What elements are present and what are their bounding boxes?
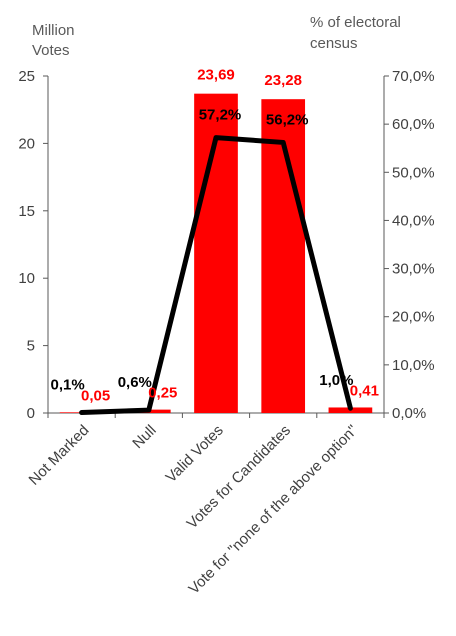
right-tick-label: 40,0% — [392, 212, 435, 229]
data-labels: 0,1% 0,6% 57,2% 56,2% 1,0% 0,05 0,25 23,69 23,28… — [50, 67, 379, 405]
line-data-label: 57,2% — [199, 107, 242, 124]
right-tick-label: 30,0% — [392, 261, 435, 278]
right-tick-label: 10,0% — [392, 357, 435, 374]
x-category-label: Not Marked — [26, 422, 93, 489]
left-axis-title-line2: Votes — [32, 42, 70, 59]
bar-data-label: 0,25 — [148, 385, 177, 402]
left-axis-title-line1: Million — [32, 22, 75, 39]
right-tick-label: 20,0% — [392, 309, 435, 326]
bar-data-label: 23,28 — [264, 72, 302, 89]
bar-data-label: 0,41 — [350, 382, 379, 399]
left-tick-label: 0 — [27, 405, 35, 422]
line-data-label: 0,6% — [118, 374, 152, 391]
right-axis-title-line1: % of electoral — [310, 14, 401, 31]
line-data-label: 0,1% — [50, 377, 84, 394]
left-tick-label: 10 — [18, 270, 35, 287]
bar-data-label: 23,69 — [197, 67, 235, 84]
left-tick-label: 20 — [18, 135, 35, 152]
bar-data-label: 0,05 — [81, 387, 110, 404]
x-category-label: Null — [129, 422, 159, 452]
x-category-label: Valid Votes — [163, 422, 227, 486]
line-data-label: 1,0% — [319, 372, 353, 389]
right-tick-label: 50,0% — [392, 164, 435, 181]
left-tick-label: 5 — [27, 338, 35, 355]
percent-line — [79, 135, 353, 416]
right-axis-title: % of electoral census — [310, 14, 401, 52]
right-axis-title-line2: census — [310, 35, 358, 52]
left-axis-title: Million Votes — [32, 22, 75, 59]
series-line — [79, 135, 353, 416]
right-tick-label: 0,0% — [392, 405, 426, 422]
right-tick-label: 60,0% — [392, 116, 435, 133]
left-tick-label: 25 — [18, 68, 35, 85]
line-data-label: 56,2% — [266, 111, 309, 128]
right-tick-label: 70,0% — [392, 68, 435, 85]
left-tick-label: 15 — [18, 203, 35, 220]
